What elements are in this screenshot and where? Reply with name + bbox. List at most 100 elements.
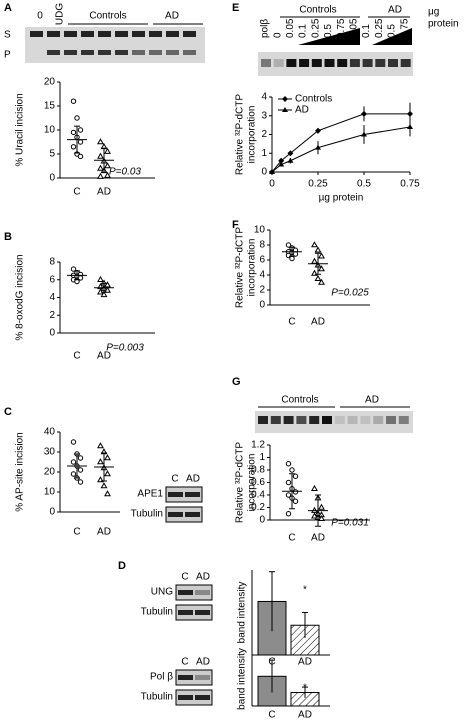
data-point bbox=[315, 127, 321, 134]
gel-band bbox=[296, 416, 307, 424]
gel-band bbox=[166, 31, 179, 37]
group-label: Controls bbox=[281, 395, 318, 406]
lane-label: 0.05 bbox=[285, 18, 296, 38]
blot-band bbox=[168, 492, 183, 497]
y-axis-label: Relative ³²P-dCTP bbox=[235, 94, 246, 175]
data-point bbox=[289, 255, 295, 262]
gel-band bbox=[149, 50, 162, 55]
gel-band bbox=[324, 59, 335, 67]
data-point bbox=[104, 454, 111, 461]
y-tick-label: 1 bbox=[261, 148, 267, 159]
lane-label: AD bbox=[196, 657, 210, 668]
lane-label: 0.5 bbox=[387, 24, 398, 38]
gel bbox=[255, 411, 413, 433]
lane-label: 0.75 bbox=[336, 18, 347, 38]
data-point bbox=[289, 467, 295, 473]
x-tick-label: AD bbox=[97, 527, 111, 538]
data-point bbox=[285, 242, 292, 248]
gel-band bbox=[334, 416, 345, 424]
data-point bbox=[292, 498, 299, 504]
data-point bbox=[104, 490, 111, 497]
p-value: P=0.025 bbox=[331, 288, 369, 299]
data-point bbox=[104, 171, 111, 178]
gel-band bbox=[98, 31, 111, 37]
y-tick-label: 10 bbox=[254, 225, 266, 236]
blot-band bbox=[185, 512, 200, 517]
y-tick-label: 4 bbox=[261, 92, 267, 103]
data-point bbox=[311, 241, 318, 248]
gel-band bbox=[115, 31, 128, 37]
band-label: P bbox=[4, 50, 11, 61]
blot-band bbox=[195, 610, 210, 615]
panel-letter: D bbox=[118, 560, 126, 572]
legend-marker bbox=[282, 96, 288, 102]
lane-label: 0.1 bbox=[361, 24, 372, 38]
gel bbox=[258, 52, 413, 76]
data-point bbox=[70, 266, 77, 272]
y-axis-label: incorporation bbox=[247, 106, 258, 164]
legend-label: AD bbox=[295, 105, 309, 116]
x-tick-label: 0.5 bbox=[357, 179, 371, 190]
blot-band bbox=[195, 695, 210, 700]
unit-label: protein bbox=[428, 19, 459, 30]
data-point bbox=[77, 127, 84, 133]
blot-band bbox=[178, 590, 193, 595]
y-axis-label: % AP-site incision bbox=[15, 432, 26, 511]
data-point bbox=[311, 257, 318, 264]
x-tick-label: AD bbox=[298, 657, 312, 668]
data-point bbox=[285, 511, 292, 517]
data-point bbox=[77, 139, 84, 145]
y-tick-label: 0 bbox=[49, 328, 55, 339]
gel-band bbox=[64, 31, 77, 37]
legend-marker bbox=[282, 107, 288, 112]
data-point bbox=[97, 172, 104, 179]
gel-band bbox=[81, 31, 94, 37]
lane-label: AD bbox=[196, 572, 210, 583]
gel-band bbox=[347, 416, 358, 424]
x-tick-label: AD bbox=[97, 187, 111, 198]
row-label: Pol β bbox=[150, 672, 173, 683]
p-value: P=0.003 bbox=[106, 343, 144, 354]
lane-label: C bbox=[171, 474, 178, 485]
panel-letter: B bbox=[4, 231, 12, 243]
gel-band bbox=[283, 416, 294, 424]
x-tick-label: C bbox=[268, 710, 275, 721]
gel-band bbox=[322, 416, 332, 424]
blot bbox=[175, 584, 213, 601]
y-axis-label: Relative ³²P-dCTP bbox=[235, 227, 246, 308]
data-point bbox=[70, 129, 77, 136]
blot-band bbox=[195, 675, 210, 680]
x-tick-label: AD bbox=[298, 710, 312, 721]
data-point bbox=[100, 482, 108, 489]
data-point bbox=[74, 115, 80, 121]
data-point bbox=[104, 286, 111, 293]
data-point bbox=[70, 144, 77, 150]
data-point bbox=[104, 162, 111, 169]
gel-band bbox=[360, 416, 371, 424]
data-point bbox=[77, 153, 84, 160]
gel-band bbox=[299, 59, 310, 67]
x-tick-label: C bbox=[288, 533, 295, 544]
data-point bbox=[70, 98, 77, 104]
blot-band bbox=[185, 492, 200, 497]
data-point bbox=[311, 512, 318, 519]
data-point bbox=[77, 455, 84, 461]
gel-band bbox=[132, 50, 145, 55]
row-label: UNG bbox=[151, 587, 173, 598]
group-label: Controls bbox=[89, 11, 126, 22]
gel-band bbox=[373, 416, 384, 424]
gel-band bbox=[47, 31, 60, 37]
group-label: AD bbox=[388, 5, 402, 16]
gradient-wedge bbox=[298, 28, 360, 45]
data-point bbox=[318, 265, 325, 272]
gel-band bbox=[349, 59, 360, 67]
y-tick-label: 10 bbox=[44, 487, 56, 498]
y-tick-label: 6 bbox=[49, 274, 55, 285]
data-point bbox=[285, 461, 292, 467]
y-axis-label: band intensity bbox=[237, 582, 248, 644]
y-tick-label: 0.8 bbox=[251, 465, 265, 476]
panel-letter: G bbox=[232, 376, 241, 388]
blot bbox=[165, 506, 203, 523]
row-label: Tubulin bbox=[131, 509, 163, 520]
